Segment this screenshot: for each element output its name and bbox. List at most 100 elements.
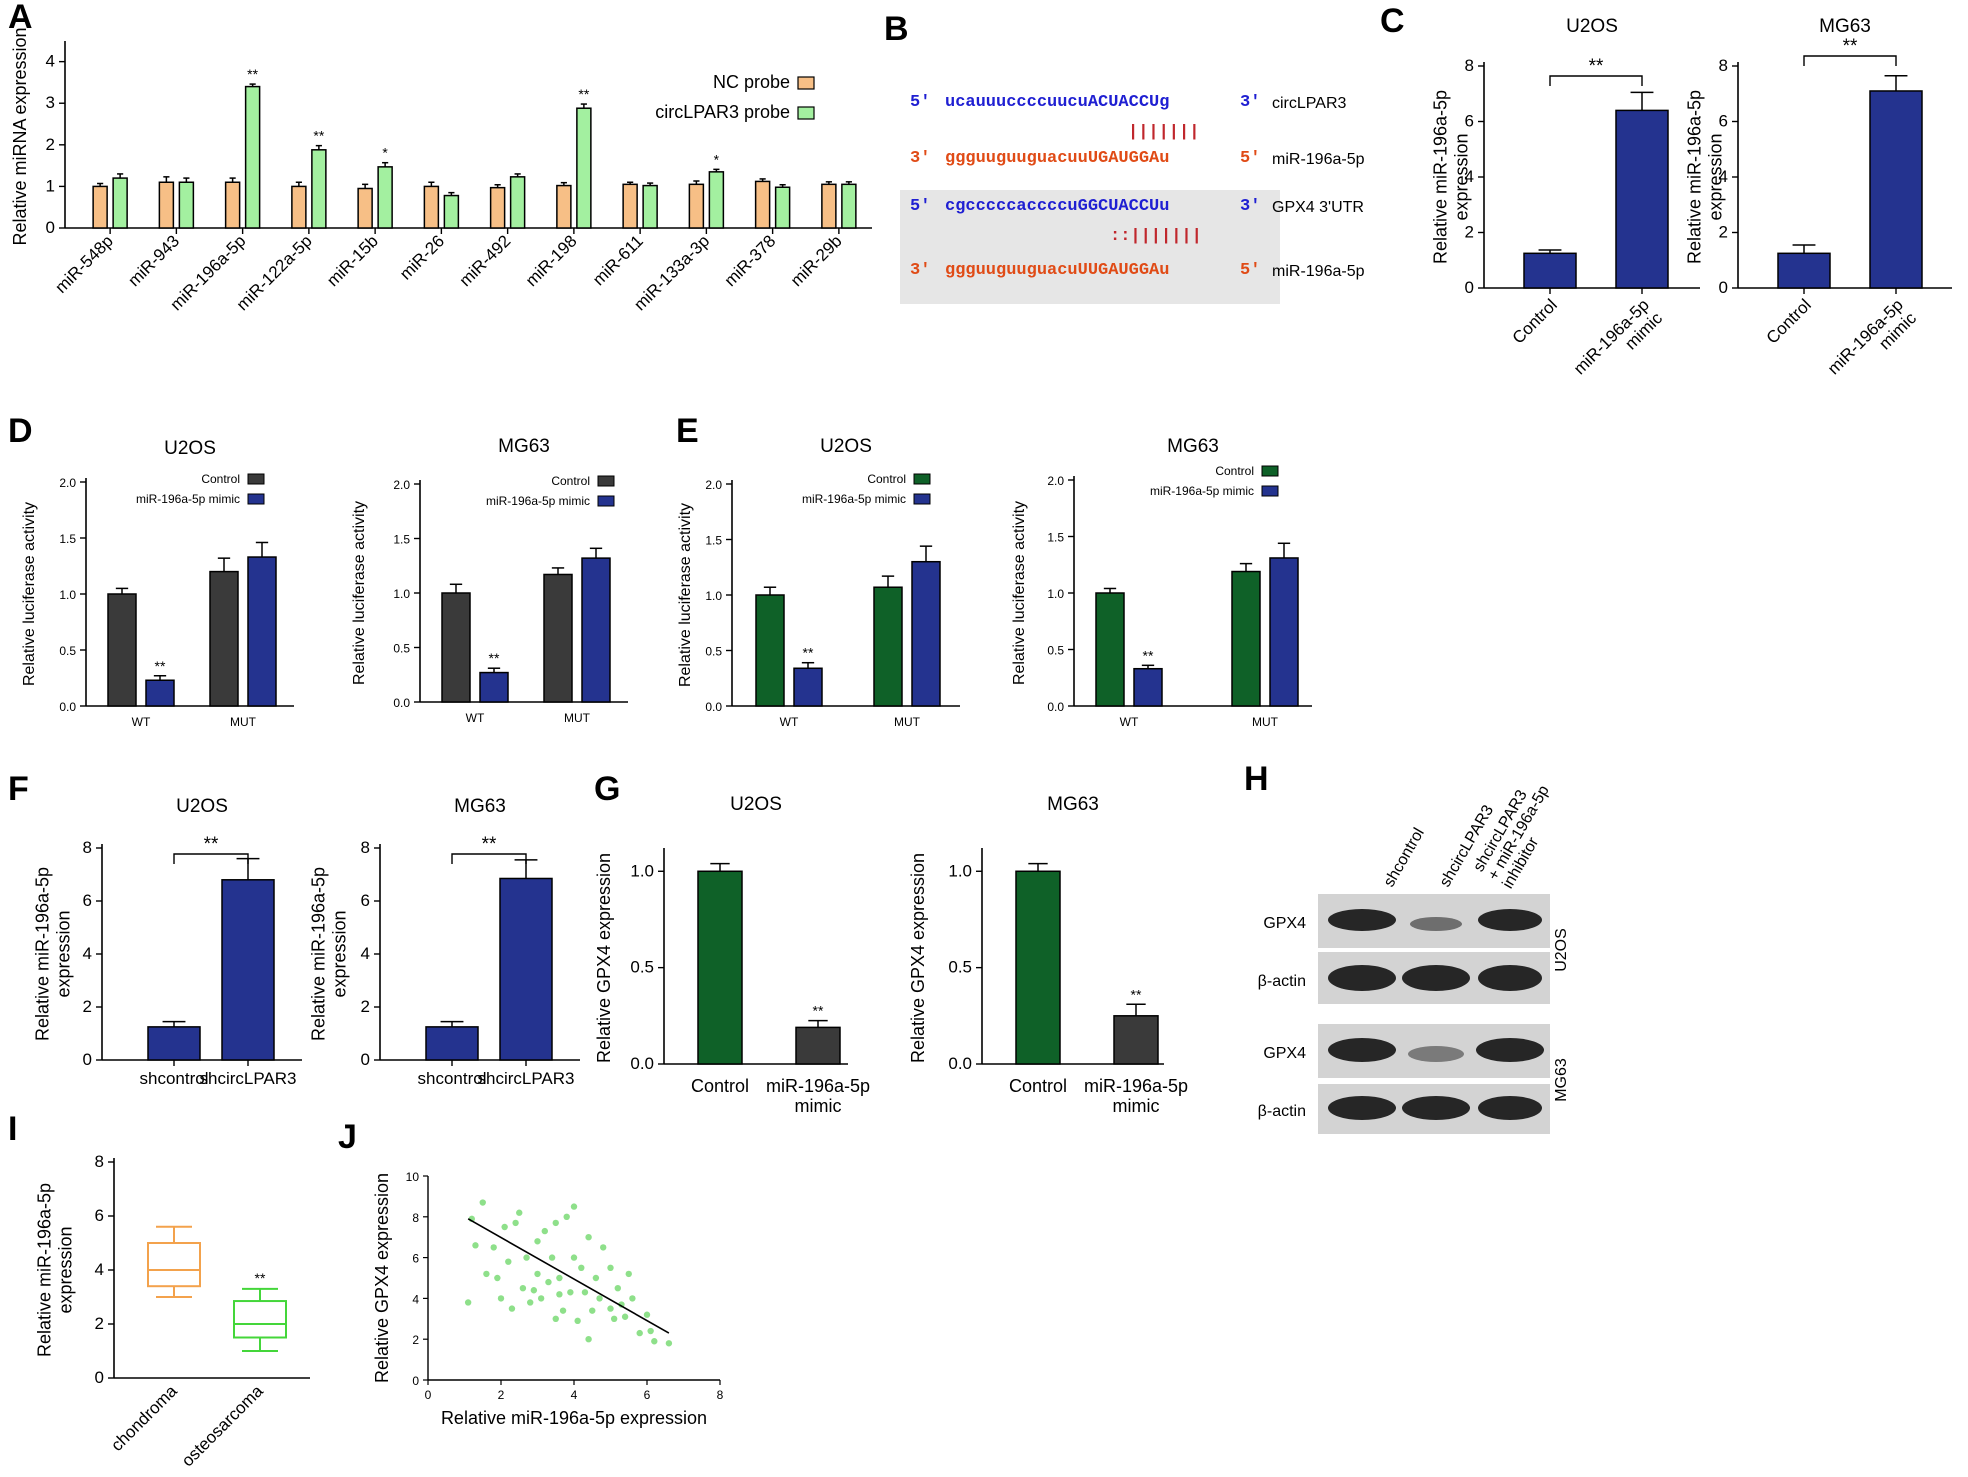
y-tick-label: 1.0 bbox=[630, 861, 654, 880]
significance-mark: ** bbox=[1131, 986, 1142, 1002]
significance-mark: * bbox=[382, 145, 388, 161]
chart-c2: 0 2 4 6 8 Relative miR-196a-5pexpression MG63 C… bbox=[1685, 16, 1952, 391]
cell-label-mg63: MG63 bbox=[1553, 1058, 1570, 1102]
band bbox=[1328, 965, 1396, 991]
x-tick-label: shcircLPAR3 bbox=[478, 1069, 575, 1088]
y-tick-label: 6 bbox=[83, 891, 92, 910]
bar bbox=[795, 1026, 841, 1065]
significance-mark: ** bbox=[1589, 56, 1604, 77]
y-tick-label: 6 bbox=[95, 1206, 104, 1225]
scatter-point bbox=[508, 1305, 516, 1312]
seq-row-2-5prime: 3' bbox=[910, 149, 930, 168]
x-tick-label: miR-196a-5pmimic bbox=[1824, 295, 1920, 391]
scatter-point bbox=[578, 1264, 585, 1272]
scatter-point bbox=[589, 1307, 596, 1314]
band bbox=[1402, 1096, 1470, 1120]
scatter-point bbox=[494, 1274, 501, 1282]
bar bbox=[221, 879, 275, 1061]
bar bbox=[178, 181, 195, 229]
seq-row-4-name: miR-196a-5p bbox=[1272, 263, 1365, 280]
y-tick-label: 4 bbox=[412, 1292, 419, 1306]
bar bbox=[489, 186, 506, 229]
y-tick-label: 8 bbox=[83, 838, 92, 857]
scatter-point bbox=[552, 1315, 559, 1323]
scatter-point bbox=[592, 1274, 600, 1282]
y-tick-label: 0.5 bbox=[948, 958, 972, 977]
legend-swatch bbox=[247, 493, 265, 505]
legend-label: NC probe bbox=[713, 72, 790, 92]
scatter-point bbox=[483, 1270, 490, 1278]
bar bbox=[158, 181, 175, 229]
scatter-point bbox=[512, 1219, 519, 1227]
chart-j: 0 2 4 6 8 10 0 2 4 6 8 Relative miR-196a-5p express… bbox=[372, 1170, 724, 1428]
scatter-point bbox=[523, 1254, 530, 1261]
y-tick-label: 0.5 bbox=[630, 958, 654, 977]
bar bbox=[247, 556, 277, 707]
x-tick-label: 4 bbox=[571, 1388, 578, 1402]
x-tick-label: miR-943 bbox=[124, 231, 183, 290]
y-axis-label: Relative miR-196a-5pexpression bbox=[1685, 90, 1726, 264]
scatter-point bbox=[585, 1234, 592, 1241]
bar bbox=[1231, 570, 1261, 707]
band bbox=[1478, 1096, 1542, 1120]
x-tick-label: miR-548p bbox=[51, 231, 117, 297]
band bbox=[1410, 917, 1462, 931]
x-tick-label: chondroma bbox=[107, 1381, 181, 1455]
scatter-point bbox=[548, 1254, 556, 1261]
row-label-gpx4-u2os: GPX4 bbox=[1263, 915, 1306, 932]
y-axis-label: Relative miR-196a-5pexpression bbox=[35, 1183, 76, 1357]
bar bbox=[509, 176, 526, 229]
panel-label-j: J bbox=[338, 1118, 357, 1156]
y-tick-label: 1.0 bbox=[393, 587, 410, 601]
seq-row-1-5prime: 5' bbox=[910, 93, 930, 112]
y-tick-label: 2.0 bbox=[705, 478, 722, 492]
y-tick-label: 0 bbox=[1719, 278, 1728, 297]
y-tick-label: 2 bbox=[83, 997, 92, 1016]
row-label-actin-mg63: β-actin bbox=[1258, 1103, 1306, 1120]
scatter-point bbox=[567, 1289, 574, 1296]
x-tick-label: 0 bbox=[425, 1388, 432, 1402]
scatter-point bbox=[607, 1305, 614, 1312]
bar bbox=[1113, 1015, 1159, 1065]
bar bbox=[1095, 592, 1125, 707]
bar bbox=[708, 171, 725, 229]
x-tick-label: WT bbox=[780, 715, 799, 729]
scatter-point bbox=[541, 1227, 548, 1235]
bar bbox=[499, 877, 553, 1061]
bar bbox=[1133, 667, 1163, 707]
x-tick-label: 2 bbox=[498, 1388, 505, 1402]
y-tick-label: 0.5 bbox=[705, 645, 722, 659]
bar bbox=[754, 180, 771, 229]
seq-row-3: cgcccccaccccuGGCUACCUu bbox=[945, 197, 1169, 216]
y-tick-label: 0.0 bbox=[1047, 700, 1064, 714]
bar bbox=[244, 85, 261, 229]
legend-label: Control bbox=[551, 474, 590, 488]
y-tick-label: 0.0 bbox=[393, 696, 410, 710]
legend-label: Control bbox=[201, 472, 240, 486]
bar bbox=[622, 183, 638, 229]
x-tick-label: miR-26 bbox=[396, 231, 448, 283]
seq-row-2-name: miR-196a-5p bbox=[1272, 151, 1365, 168]
chart-title: MG63 bbox=[1819, 16, 1871, 37]
lane-label-3-text: shcircLPAR3+ miR-196a-5pinhibitor bbox=[1470, 774, 1567, 891]
scatter-point bbox=[516, 1209, 523, 1216]
scatter-point bbox=[607, 1264, 614, 1272]
significance-bracket bbox=[1803, 55, 1897, 66]
band bbox=[1328, 1038, 1396, 1062]
scatter-point bbox=[464, 1299, 472, 1306]
x-tick-label: Control bbox=[1009, 1076, 1067, 1096]
bar bbox=[311, 149, 327, 229]
scatter-point bbox=[552, 1219, 559, 1227]
chart-g2: 0.0 0.5 1.0 Relative GPX4 expression MG63 Con… bbox=[908, 794, 1188, 1116]
panel-label-a: A bbox=[8, 0, 33, 36]
seq-row-4: ggguuguuguacuUUGAUGGAu bbox=[945, 261, 1169, 280]
y-tick-label: 8 bbox=[412, 1211, 419, 1225]
bar bbox=[543, 573, 573, 703]
significance-mark: ** bbox=[247, 66, 258, 82]
bar bbox=[107, 593, 137, 707]
y-tick-label: 2 bbox=[361, 997, 370, 1016]
x-tick-label: 6 bbox=[644, 1388, 651, 1402]
bar bbox=[821, 183, 837, 229]
bar bbox=[642, 184, 658, 229]
significance-mark: ** bbox=[813, 1003, 824, 1019]
